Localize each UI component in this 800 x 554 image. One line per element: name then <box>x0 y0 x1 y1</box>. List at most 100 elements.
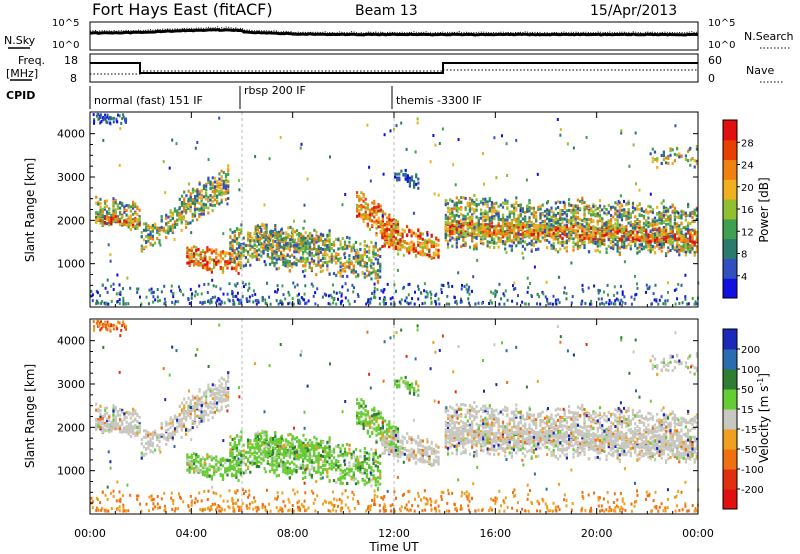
power-cell <box>510 222 513 226</box>
power-cell <box>310 282 313 286</box>
power-cell <box>457 230 461 234</box>
power-cell <box>285 232 288 236</box>
power-cell <box>590 238 593 242</box>
power-cell <box>332 249 336 253</box>
cpid-panel: CPID normal (fast) 151 IF rbsp 200 IF th… <box>6 84 482 109</box>
power-cell <box>269 262 272 266</box>
power-cell <box>649 230 652 234</box>
power-cell <box>112 282 115 286</box>
power-cell <box>188 253 191 257</box>
power-cell <box>526 290 529 294</box>
power-cell <box>598 213 602 217</box>
power-cell <box>231 231 234 234</box>
power-cell <box>114 198 117 202</box>
power-cell <box>695 147 698 151</box>
power-cell <box>597 297 600 301</box>
power-cell <box>278 233 281 237</box>
power-cell <box>629 235 632 239</box>
power-cell <box>684 244 687 248</box>
power-cell <box>188 302 191 305</box>
power-cell <box>151 291 154 295</box>
power-cell <box>535 218 538 222</box>
power-cell <box>136 224 139 228</box>
power-cell <box>321 247 325 251</box>
power-cell <box>504 224 507 228</box>
nave-trace <box>90 69 698 75</box>
power-cell <box>671 230 674 234</box>
power-cell <box>227 298 230 302</box>
power-cell <box>188 263 191 267</box>
power-cell <box>243 285 245 288</box>
power-cell <box>394 247 397 250</box>
power-cell <box>559 212 562 216</box>
power-cell <box>432 245 436 248</box>
power-cell <box>276 290 279 294</box>
power-cell <box>513 281 516 285</box>
power-cell <box>647 225 650 229</box>
power-cell <box>186 248 189 252</box>
power-cell <box>630 302 633 306</box>
power-cell <box>665 252 668 256</box>
power-cell <box>658 218 661 222</box>
power-cell <box>233 300 236 304</box>
power-cell <box>97 213 100 217</box>
power-cell <box>543 225 546 229</box>
power-cell <box>237 263 240 267</box>
power-cell <box>651 147 654 151</box>
power-cell <box>649 243 652 247</box>
power-cell <box>616 215 619 219</box>
power-cell <box>486 200 489 204</box>
power-cell <box>381 215 384 219</box>
power-cell <box>451 232 454 235</box>
power-cell <box>165 216 168 220</box>
power-cell <box>623 228 626 232</box>
power-cell <box>614 299 617 303</box>
power-cell <box>191 212 194 216</box>
power-cell <box>220 300 223 304</box>
power-cell <box>682 248 685 251</box>
power-cell <box>298 300 301 304</box>
power-cell <box>601 220 604 224</box>
power-cell <box>510 220 513 224</box>
power-cell <box>446 239 450 243</box>
power-cell <box>251 294 254 297</box>
power-cell <box>399 244 402 248</box>
power-cell <box>517 228 520 232</box>
power-cell <box>213 192 216 196</box>
power-cell <box>460 200 463 204</box>
power-cell <box>660 212 663 216</box>
power-cell <box>178 216 181 220</box>
power-cell <box>217 253 220 257</box>
power-cell <box>363 272 366 276</box>
power-cell <box>527 286 530 290</box>
power-cell <box>394 229 397 233</box>
power-cell <box>614 222 617 226</box>
power-cell <box>656 244 659 248</box>
power-cell <box>276 237 279 241</box>
power-cell <box>213 185 217 189</box>
power-cell <box>627 232 630 236</box>
power-cell <box>210 248 213 252</box>
power-cell <box>244 263 247 267</box>
power-cell <box>462 234 465 238</box>
power-cell <box>618 212 621 216</box>
power-cell <box>218 177 221 181</box>
power-cell <box>572 217 575 221</box>
power-cell <box>673 234 676 238</box>
power-cell <box>616 229 619 233</box>
power-cell <box>248 299 251 303</box>
power-cell <box>129 214 132 218</box>
power-cell <box>486 217 489 221</box>
power-cell <box>397 252 400 256</box>
power-cell <box>603 211 606 215</box>
power-cell <box>350 270 353 274</box>
power-cell <box>437 248 440 252</box>
power-cell <box>180 194 184 198</box>
power-cell <box>377 225 380 229</box>
power-cell <box>315 252 318 256</box>
power-cell <box>372 270 375 274</box>
power-cell <box>488 223 491 227</box>
power-cell <box>115 292 118 296</box>
power-cell <box>576 244 579 248</box>
power-cell <box>217 261 220 265</box>
